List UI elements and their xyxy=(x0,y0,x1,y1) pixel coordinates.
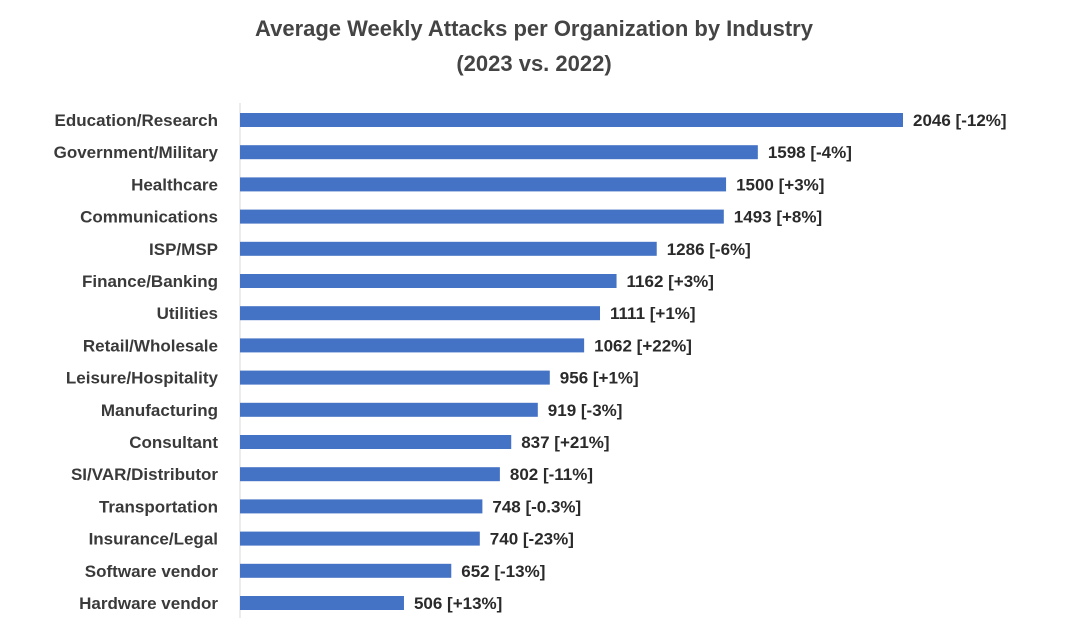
bar xyxy=(240,370,550,385)
data-label: 837 [+21%] xyxy=(521,433,609,452)
category-label: SI/VAR/Distributor xyxy=(71,465,218,484)
data-label: 1062 [+22%] xyxy=(594,336,692,355)
bar xyxy=(240,435,512,449)
data-label: 1111 [+1%] xyxy=(610,304,696,323)
bar xyxy=(240,531,480,546)
bar xyxy=(240,306,601,321)
category-label: Utilities xyxy=(157,304,218,323)
bar xyxy=(240,274,617,288)
data-label: 740 [-23%] xyxy=(490,530,574,549)
data-label: 1286 [-6%] xyxy=(667,240,751,259)
data-label: 1598 [-4%] xyxy=(768,143,852,162)
category-label: Finance/Banking xyxy=(82,272,218,291)
category-label: Transportation xyxy=(99,497,218,516)
chart-title: Average Weekly Attacks per Organization … xyxy=(255,16,813,41)
category-label: Education/Research xyxy=(55,111,218,130)
bar xyxy=(240,113,903,127)
bar xyxy=(240,499,483,514)
bar xyxy=(240,145,758,160)
category-label: Insurance/Legal xyxy=(89,530,218,549)
category-label: Consultant xyxy=(129,433,218,452)
data-label: 802 [-11%] xyxy=(510,465,593,484)
data-label: 506 [+13%] xyxy=(414,594,502,613)
category-label: Communications xyxy=(80,208,218,227)
data-label: 748 [-0.3%] xyxy=(492,497,581,516)
bar xyxy=(240,241,657,256)
category-label: Healthcare xyxy=(131,175,218,194)
data-label: 1500 [+3%] xyxy=(736,175,824,194)
category-label: ISP/MSP xyxy=(149,240,218,259)
data-label: 1162 [+3%] xyxy=(627,272,714,291)
category-label: Software vendor xyxy=(85,562,219,581)
chart-subtitle: (2023 vs. 2022) xyxy=(456,51,612,76)
bar xyxy=(240,596,404,610)
category-label: Hardware vendor xyxy=(79,594,218,613)
bar xyxy=(240,563,452,578)
data-label: 956 [+1%] xyxy=(560,369,639,388)
data-label: 1493 [+8%] xyxy=(734,208,822,227)
bar xyxy=(240,467,500,482)
data-label: 652 [-13%] xyxy=(461,562,545,581)
category-label: Leisure/Hospitality xyxy=(66,369,219,388)
bar xyxy=(240,402,538,417)
category-label: Retail/Wholesale xyxy=(83,336,218,355)
category-label: Manufacturing xyxy=(101,401,218,420)
category-label: Government/Military xyxy=(54,143,219,162)
bar xyxy=(240,177,727,192)
bar xyxy=(240,209,724,224)
data-label: 2046 [-12%] xyxy=(913,111,1007,130)
data-label: 919 [-3%] xyxy=(548,401,623,420)
bar xyxy=(240,338,585,353)
